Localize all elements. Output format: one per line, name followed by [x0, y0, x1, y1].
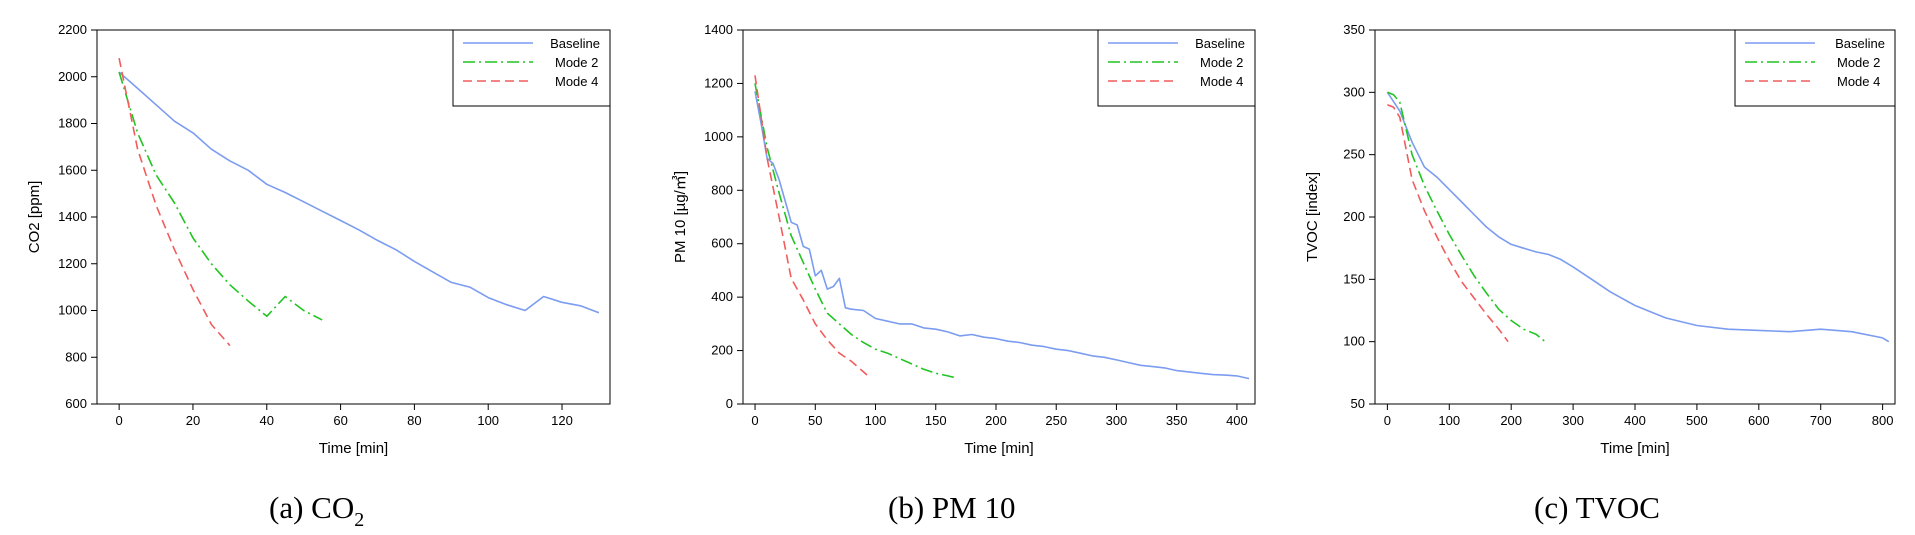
x-tick-label-b-3: 150: [925, 413, 947, 428]
y-tick-label-b-4: 800: [711, 182, 733, 197]
y-tick-label-c-1: 100: [1343, 334, 1365, 349]
caption-b-text: (b) PM 10: [888, 490, 1015, 525]
y-tick-label-c-3: 200: [1343, 209, 1365, 224]
x-tick-label-a-2: 40: [260, 413, 274, 428]
legend-a: Baseline Mode 2 Mode 4: [452, 29, 611, 107]
caption-a: (a) CO2: [269, 490, 364, 531]
svg-text:(a) CO2: (a) CO2: [269, 490, 364, 531]
x-tick-label-a-4: 80: [407, 413, 421, 428]
y-tick-label-c-5: 300: [1343, 84, 1365, 99]
y-tick-label-a-6: 1800: [58, 116, 87, 131]
legend-label-c-mode-4: Mode 4: [1837, 74, 1880, 89]
x-tick-label-a-6: 120: [551, 413, 573, 428]
legend-label-c-baseline: Baseline: [1835, 36, 1885, 51]
caption-a-subscript: 2: [354, 509, 364, 531]
legend-b: Baseline Mode 2 Mode 4: [1097, 29, 1256, 107]
x-tick-label-c-1: 100: [1438, 413, 1460, 428]
series-line-b-mode-2: [754, 83, 954, 379]
x-tick-label-b-6: 300: [1106, 413, 1128, 428]
y-tick-label-a-3: 1200: [58, 256, 87, 271]
x-tick-label-c-3: 300: [1562, 413, 1584, 428]
y-tick-label-a-0: 600: [65, 396, 87, 411]
caption-c-text: (c) TVOC: [1534, 490, 1660, 525]
legend-label-a-baseline: Baseline: [550, 36, 600, 51]
caption-b: (b) PM 10: [888, 490, 1015, 525]
y-tick-label-c-2: 150: [1343, 271, 1365, 286]
x-tick-label-b-1: 50: [808, 413, 822, 428]
y-axis-label-a: CO2 [ppm]: [26, 181, 43, 254]
x-tick-label-c-4: 400: [1624, 413, 1646, 428]
y-tick-label-c-6: 350: [1343, 22, 1365, 37]
y-tick-label-a-1: 800: [65, 349, 87, 364]
svg-text:(b) PM 10: (b) PM 10: [888, 490, 1015, 525]
chart-a: 0 20 40 60 80 100 120 600 800 1000 1200 1400 1600 180…: [26, 22, 611, 457]
x-tick-label-b-8: 400: [1226, 413, 1248, 428]
caption-c: (c) TVOC: [1534, 490, 1660, 525]
plot-frame-b: [742, 29, 1256, 405]
series-line-c-mode-2: [1387, 91, 1546, 343]
legend-label-b-mode-2: Mode 2: [1200, 55, 1243, 70]
x-tick-label-b-4: 200: [985, 413, 1007, 428]
x-tick-label-b-2: 100: [865, 413, 887, 428]
y-tick-label-a-5: 1600: [58, 162, 87, 177]
x-axis-label-c: Time [min]: [1600, 440, 1669, 457]
x-tick-label-b-5: 250: [1045, 413, 1067, 428]
y-tick-label-a-4: 1400: [58, 209, 87, 224]
series-line-a-mode-4: [118, 57, 231, 347]
x-tick-label-b-0: 0: [751, 413, 758, 428]
series-line-a-baseline: [118, 71, 600, 314]
y-tick-label-b-3: 600: [711, 236, 733, 251]
caption-a-text: (a) CO: [269, 490, 354, 525]
y-tick-label-a-7: 2000: [58, 69, 87, 84]
y-tick-label-b-2: 400: [711, 289, 733, 304]
y-tick-label-b-1: 200: [711, 343, 733, 358]
x-tick-label-a-3: 60: [333, 413, 347, 428]
x-axis-label-a: Time [min]: [319, 440, 388, 457]
x-tick-label-c-7: 700: [1810, 413, 1832, 428]
chart-b: 0 50 100 150 200 250 300 350 400 0 200 400 600 800 100…: [672, 22, 1256, 457]
y-tick-label-a-8: 2200: [58, 22, 87, 37]
chart-c: 0 100 200 300 400 500 600 700 800 50 100 150 200 250 3…: [1304, 22, 1896, 457]
y-axis-label-c: TVOC [index]: [1304, 172, 1321, 262]
series-line-c-baseline: [1386, 91, 1890, 343]
x-tick-label-a-0: 0: [116, 413, 123, 428]
x-tick-label-c-0: 0: [1384, 413, 1391, 428]
series-line-a-mode-2: [118, 71, 323, 321]
series-line-c-mode-4: [1387, 104, 1509, 343]
legend-label-b-baseline: Baseline: [1195, 36, 1245, 51]
x-tick-label-c-6: 600: [1748, 413, 1770, 428]
x-tick-label-c-5: 500: [1686, 413, 1708, 428]
x-tick-label-c-2: 200: [1500, 413, 1522, 428]
svg-text:(c) TVOC: (c) TVOC: [1534, 490, 1660, 525]
series-line-b-baseline: [754, 91, 1250, 380]
y-tick-label-c-4: 250: [1343, 147, 1365, 162]
x-tick-label-c-8: 800: [1872, 413, 1894, 428]
y-tick-label-b-7: 1400: [704, 22, 733, 37]
legend-label-a-mode-4: Mode 4: [555, 74, 598, 89]
x-tick-label-a-1: 20: [186, 413, 200, 428]
y-tick-label-b-5: 1000: [704, 129, 733, 144]
x-tick-label-b-7: 350: [1166, 413, 1188, 428]
y-tick-label-c-0: 50: [1351, 396, 1365, 411]
x-tick-label-a-5: 100: [477, 413, 499, 428]
y-tick-label-b-0: 0: [726, 396, 733, 411]
x-axis-label-b: Time [min]: [964, 440, 1033, 457]
legend-label-a-mode-2: Mode 2: [555, 55, 598, 70]
legend-label-b-mode-4: Mode 4: [1200, 74, 1243, 89]
y-tick-label-a-2: 1000: [58, 303, 87, 318]
legend-label-c-mode-2: Mode 2: [1837, 55, 1880, 70]
series-line-b-mode-4: [754, 75, 871, 378]
legend-c: Baseline Mode 2 Mode 4: [1734, 29, 1896, 107]
y-tick-label-b-6: 1200: [704, 75, 733, 90]
y-axis-label-b: PM 10 [µg/㎥]: [672, 171, 689, 263]
